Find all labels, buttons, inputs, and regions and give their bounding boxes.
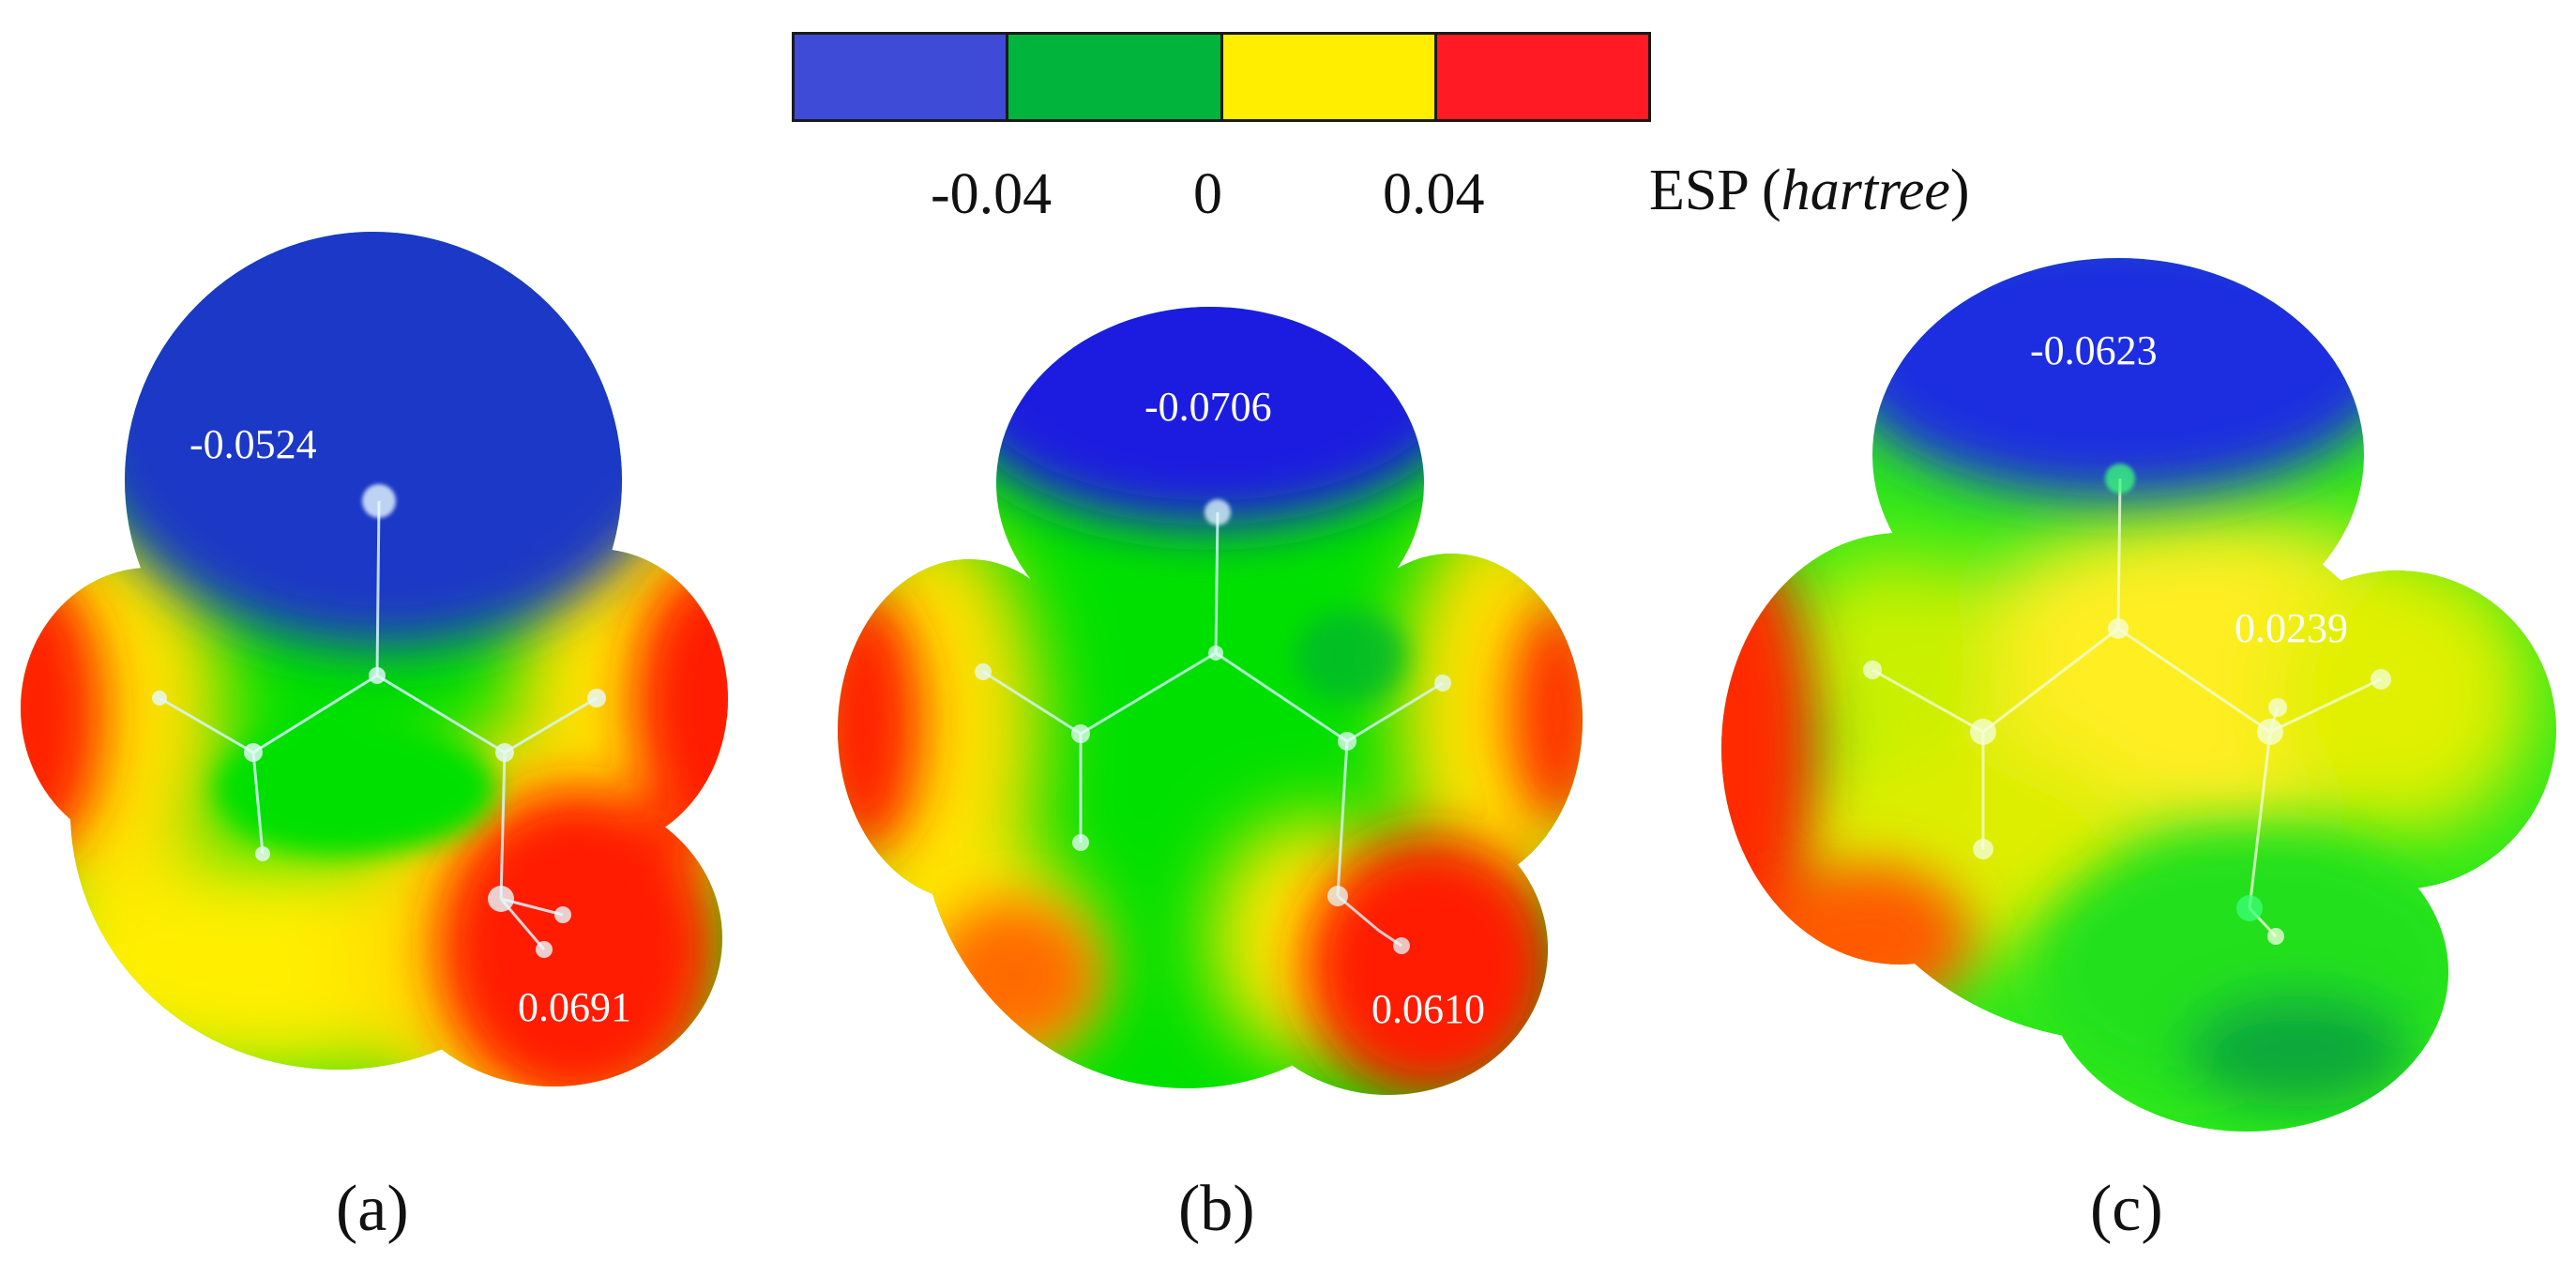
colorbar-axis-label: ESP (hartree) bbox=[1649, 159, 1970, 222]
colorbar-segment-red bbox=[1433, 35, 1648, 119]
panel-c-max-value: 0.0239 bbox=[2235, 605, 2348, 651]
surface-a bbox=[21, 232, 728, 1086]
colorbar-tick-neg: -0.04 bbox=[931, 162, 1053, 226]
colorbar-segment-green bbox=[1006, 35, 1220, 119]
molecule-b-bonds bbox=[982, 511, 1444, 948]
esp-colorbar bbox=[792, 32, 1651, 122]
molecule-c-atoms bbox=[1863, 463, 2391, 945]
molecule-b-atoms bbox=[975, 499, 1451, 954]
panel-b-min-value: -0.0706 bbox=[1144, 384, 1272, 430]
colorbar-segment-yellow bbox=[1220, 35, 1434, 119]
panel-c-min-value: -0.0623 bbox=[2030, 327, 2158, 373]
colorbar-segment-blue bbox=[795, 35, 1007, 119]
molecule-c-bonds bbox=[1871, 478, 2382, 938]
panel-a-min-value: -0.0524 bbox=[189, 421, 317, 467]
colorbar-tick-pos: 0.04 bbox=[1383, 162, 1485, 226]
panel-a-max-value: 0.0691 bbox=[518, 984, 631, 1030]
panel-c-label: (c) bbox=[2090, 1173, 2163, 1245]
molecule-a-bonds bbox=[159, 500, 598, 950]
colorbar-tick-zero: 0 bbox=[1193, 162, 1222, 226]
panel-b-max-value: 0.0610 bbox=[1371, 986, 1485, 1032]
panel-b-label: (b) bbox=[1178, 1173, 1255, 1245]
panel-a-label: (a) bbox=[336, 1173, 409, 1245]
molecule-a-atoms bbox=[152, 484, 606, 958]
